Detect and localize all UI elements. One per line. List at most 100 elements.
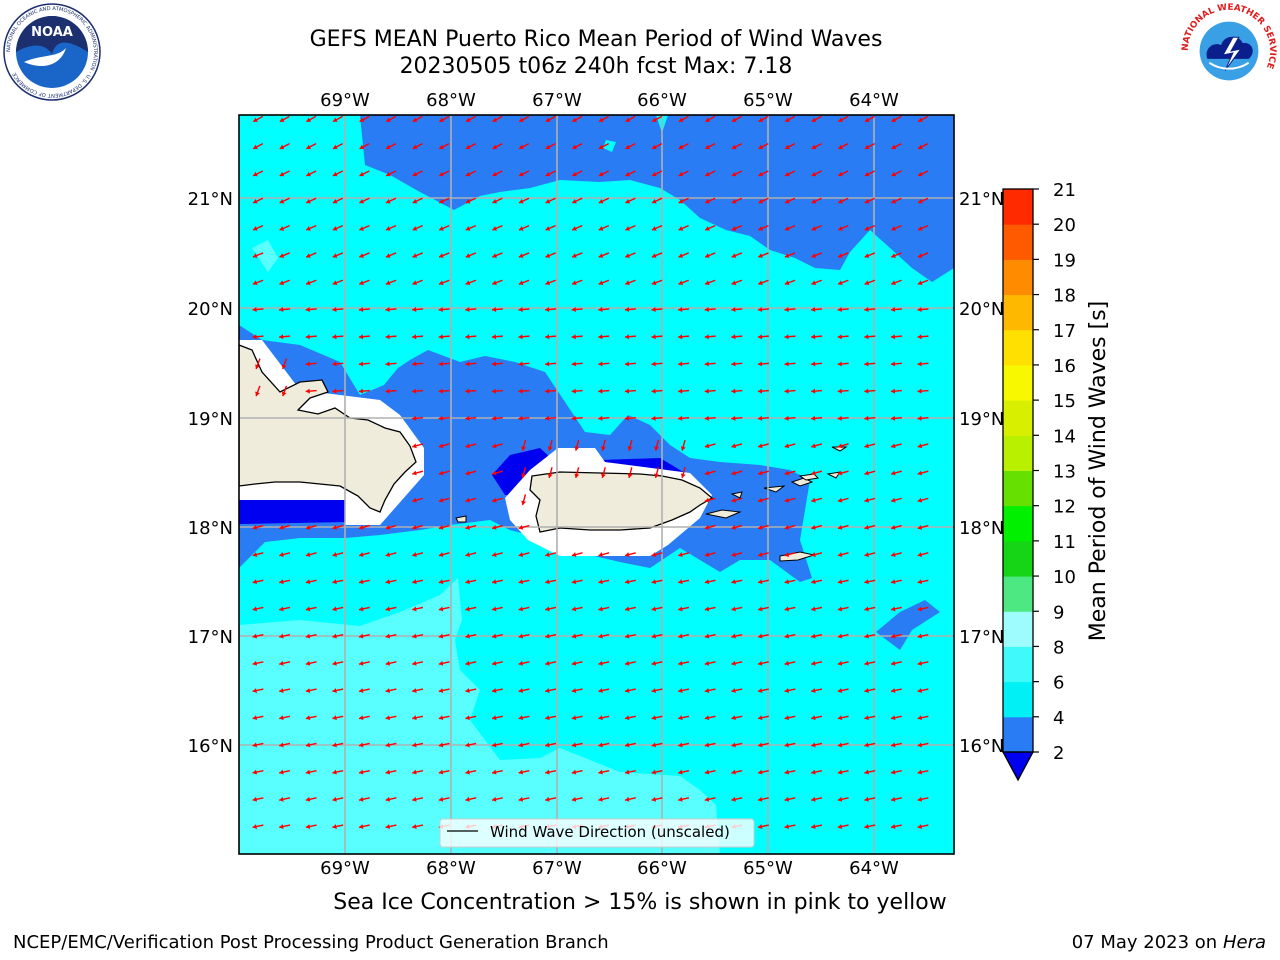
wind-arrow-head xyxy=(359,198,365,204)
colorbar-tick-label: 12 xyxy=(1053,497,1076,518)
wind-arrow-head xyxy=(386,117,391,122)
wind-arrow-head xyxy=(571,361,576,367)
wind-arrow-head xyxy=(279,742,284,748)
wind-arrow-head xyxy=(891,715,896,721)
colorbar-tick-label: 8 xyxy=(1053,637,1064,658)
wind-arrow-head xyxy=(545,280,551,286)
colorbar-under-triangle xyxy=(1001,751,1035,782)
wind-arrow-head xyxy=(705,144,711,150)
colorbar-segment xyxy=(1003,364,1033,401)
wind-arrow-head xyxy=(332,280,338,286)
wind-arrow-head xyxy=(917,307,922,313)
wind-arrow-head xyxy=(917,824,923,829)
wind-arrow-head xyxy=(571,688,577,693)
wind-arrow-head xyxy=(359,579,364,585)
wind-arrow-head xyxy=(545,660,550,666)
wind-arrow-head xyxy=(705,226,710,231)
land-tortola xyxy=(798,473,820,481)
longitude-label: 68°W xyxy=(426,90,476,111)
wind-arrow-head xyxy=(731,253,737,258)
wind-arrow-head xyxy=(837,497,843,503)
wind-arrow-head xyxy=(305,688,311,693)
wind-arrow-head xyxy=(332,579,337,585)
wind-arrow-head xyxy=(784,715,790,721)
wind-arrow-head xyxy=(465,388,470,394)
map-gridlines xyxy=(239,115,954,854)
wind-arrow-head xyxy=(837,552,843,558)
wind-arrow-head xyxy=(784,388,789,394)
wind-arrow-head xyxy=(811,606,816,612)
wind-arrow-head xyxy=(598,415,603,421)
wind-arrow-head xyxy=(518,334,523,340)
wind-arrow-head xyxy=(704,633,710,639)
wind-arrow-head xyxy=(731,660,736,666)
wind-arrow-head xyxy=(917,361,922,367)
wind-arrow-head xyxy=(757,307,763,313)
colorbar-tick-label: 21 xyxy=(1053,180,1076,201)
wind-arrow-head xyxy=(439,198,444,204)
wind-arrow-head xyxy=(678,280,684,286)
wind-arrow-head xyxy=(784,307,789,313)
wind-arrow-head xyxy=(306,198,311,204)
wind-arrow-head xyxy=(305,388,310,394)
colorbar-tick-label: 20 xyxy=(1053,215,1076,236)
wind-arrow-head xyxy=(465,660,470,666)
wind-arrow-head xyxy=(491,388,497,394)
wind-arrow-head xyxy=(784,415,789,421)
wind-arrow-head xyxy=(651,280,657,286)
wind-arrow-head xyxy=(625,769,630,775)
land-culebra xyxy=(730,491,743,499)
wind-arrow-head xyxy=(571,769,577,775)
wind-arrow-head xyxy=(412,198,418,204)
wind-arrow-head xyxy=(891,470,896,476)
land-hispaniola xyxy=(239,344,417,513)
wind-arrow-head xyxy=(758,769,763,775)
wind-arrow-head xyxy=(412,388,417,394)
wind-arrow-head xyxy=(731,198,737,204)
wind-arrow-head xyxy=(678,198,684,204)
wind-arrow-head xyxy=(385,388,390,394)
wind-arrow-head xyxy=(598,307,603,313)
wind-arrow-head xyxy=(412,742,417,748)
wind-arrow-head xyxy=(412,171,418,177)
wind-arrow-head xyxy=(917,415,922,421)
noaa-logo: NATIONAL OCEANIC AND ATMOSPHERIC ADMINIS… xyxy=(3,3,101,101)
wind-arrow-head xyxy=(651,742,657,748)
wind-arrow-head xyxy=(545,769,550,775)
wind-arrow-head xyxy=(891,226,897,231)
longitude-label: 66°W xyxy=(637,858,687,879)
wind-arrow-head xyxy=(918,117,923,122)
colorbar-segment xyxy=(1003,576,1033,612)
wind-arrow-head xyxy=(811,144,817,150)
longitude-labels-top: 69°W 68°W 67°W 66°W 65°W 64°W xyxy=(320,90,899,111)
wind-arrow-head xyxy=(253,198,258,204)
wind-arrow-head xyxy=(545,361,550,367)
wind-arrow-head xyxy=(704,579,710,585)
map-plot-area: Wind Wave Direction (unscaled) xyxy=(239,115,954,854)
wind-arrow-head xyxy=(864,144,870,150)
wind-arrow-head xyxy=(624,334,630,340)
wind-arrow-head xyxy=(252,579,258,585)
wind-arrow-head xyxy=(625,715,630,721)
wind-arrow-head xyxy=(917,334,922,340)
wind-arrow-head xyxy=(917,660,923,666)
wind-arrow-head xyxy=(492,715,497,721)
wind-arrow-head xyxy=(758,443,763,449)
wind-arrow-head xyxy=(359,280,364,286)
wind-arrow-head xyxy=(758,497,763,503)
wind-arrow-head xyxy=(571,660,577,666)
wind-arrow-head xyxy=(811,715,816,721)
wind-arrow-head xyxy=(571,334,576,340)
wind-arrow-head xyxy=(891,144,897,150)
wind-arrow-head xyxy=(917,443,923,449)
wind-arrow-head xyxy=(731,742,736,748)
wind-arrow-head xyxy=(704,660,710,666)
longitude-label: 67°W xyxy=(532,858,582,879)
wind-arrow-head xyxy=(731,144,737,150)
wind-arrow-head xyxy=(438,524,444,530)
wind-arrow-head xyxy=(891,253,896,258)
wind-arrow-head xyxy=(917,796,923,802)
sea-ice-note: Sea Ice Concentration > 15% is shown in … xyxy=(333,890,947,915)
wind-arrow-head xyxy=(625,226,631,231)
wind-arrow-head xyxy=(678,742,683,748)
